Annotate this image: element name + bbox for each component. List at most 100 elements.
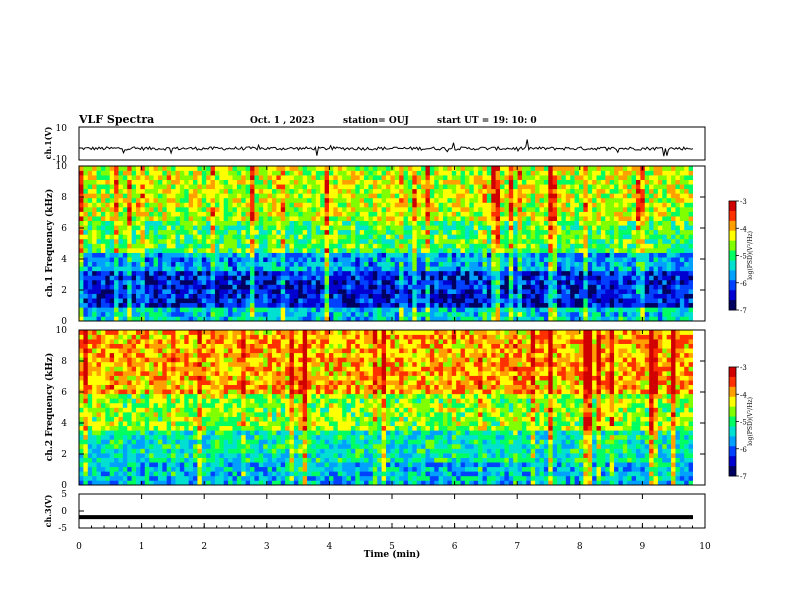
spectrogram-cell bbox=[157, 284, 163, 290]
spectrogram-cell bbox=[460, 252, 466, 258]
spectrogram-cell bbox=[285, 243, 290, 249]
spectrogram-cell bbox=[605, 193, 610, 199]
spectrogram-cell bbox=[552, 284, 558, 290]
spectrogram-cell bbox=[508, 248, 514, 253]
spectrogram-cell bbox=[482, 166, 488, 171]
spectrogram-cell bbox=[171, 175, 176, 180]
spectrogram-cell bbox=[513, 166, 518, 171]
spectrogram-cell bbox=[364, 270, 369, 276]
spectrogram-cell bbox=[508, 234, 514, 240]
spectrogram-cell bbox=[223, 197, 229, 203]
spectrogram-cell bbox=[482, 275, 488, 281]
spectrogram-cell bbox=[311, 270, 317, 276]
spectrogram-cell bbox=[578, 316, 584, 322]
spectrogram-cell bbox=[570, 166, 575, 171]
spectrogram-cell bbox=[438, 302, 444, 308]
spectrogram-cell bbox=[478, 193, 483, 199]
spectrogram-cell bbox=[381, 252, 387, 258]
spectrogram-cell bbox=[342, 248, 347, 253]
spectrogram-cell bbox=[377, 266, 382, 272]
spectrogram-cell bbox=[500, 229, 505, 235]
spectrogram-cell bbox=[614, 175, 619, 180]
spectrogram-cell bbox=[394, 220, 400, 226]
spectrogram-cell bbox=[649, 170, 654, 176]
spectrogram-cell bbox=[386, 243, 391, 249]
spectrogram-cell bbox=[276, 302, 282, 308]
spectrogram-cell bbox=[381, 289, 387, 294]
spectrogram-cell bbox=[241, 188, 246, 194]
spectrogram-cell bbox=[640, 188, 646, 194]
spectrogram-cell bbox=[443, 289, 448, 294]
spectrogram-cell bbox=[644, 184, 650, 190]
spectrogram-cell bbox=[407, 252, 413, 258]
spectrogram-cell bbox=[210, 252, 216, 258]
spectrogram-cell bbox=[197, 266, 203, 272]
spectrogram-cell bbox=[627, 480, 632, 486]
spectrogram-cell bbox=[346, 229, 352, 235]
spectrogram-cell bbox=[679, 166, 685, 171]
spectrogram-cell bbox=[232, 175, 238, 180]
spectrogram-cell bbox=[460, 270, 466, 276]
spectrogram-cell bbox=[504, 184, 510, 190]
spectrogram-cell bbox=[250, 270, 255, 276]
spectrogram-cell bbox=[122, 225, 128, 231]
spectrogram-cell bbox=[157, 475, 163, 481]
spectrogram-cell bbox=[649, 311, 654, 317]
spectrogram-cell bbox=[359, 316, 365, 322]
spectrogram-cell bbox=[206, 243, 211, 249]
spectrogram-cell bbox=[92, 261, 97, 267]
spectrogram-cell bbox=[285, 279, 290, 285]
spectrogram-cell bbox=[131, 202, 137, 208]
spectrogram-cell bbox=[552, 234, 558, 240]
spectrogram-cell bbox=[320, 243, 325, 249]
spectrogram-cell bbox=[320, 316, 325, 322]
spectrogram-cell bbox=[293, 293, 299, 299]
spectrogram-cell bbox=[214, 270, 220, 276]
spectrogram-cell bbox=[280, 480, 286, 486]
spectrogram-cell bbox=[688, 302, 694, 308]
spectrogram-cell bbox=[447, 261, 453, 267]
spectrogram-cell bbox=[206, 302, 211, 308]
spectrogram-cell bbox=[460, 298, 466, 304]
spectrogram-cell bbox=[219, 270, 225, 276]
spectrogram-cell bbox=[517, 243, 523, 249]
spectrogram-cell bbox=[87, 298, 93, 304]
spectrogram-cell bbox=[574, 279, 580, 285]
spectrogram-cell bbox=[193, 211, 198, 217]
spectrogram-cell bbox=[166, 307, 172, 313]
spectrogram-cell bbox=[162, 480, 168, 486]
spectrogram-cell bbox=[618, 266, 624, 272]
spectrogram-cell bbox=[276, 289, 282, 294]
spectrogram-cell bbox=[324, 225, 330, 231]
spectrogram-cell bbox=[122, 270, 128, 276]
spectrogram-cell bbox=[679, 170, 685, 176]
spectrogram-cell bbox=[412, 175, 417, 180]
spectrogram-cell bbox=[587, 166, 593, 171]
spectrogram-cell bbox=[438, 211, 444, 217]
spectrogram-cell bbox=[223, 193, 229, 199]
spectrogram-cell bbox=[136, 211, 141, 217]
spectrogram-cell bbox=[157, 302, 163, 308]
spectrogram-cell bbox=[114, 207, 119, 212]
spectrogram-cell bbox=[421, 193, 426, 199]
spectrogram-cell bbox=[635, 298, 641, 304]
spectrogram-cell bbox=[425, 238, 431, 244]
spectrogram-cell bbox=[368, 270, 374, 276]
spectrogram-cell bbox=[144, 193, 150, 199]
spectrogram-cell bbox=[649, 207, 654, 212]
spectrogram-cell bbox=[149, 234, 154, 240]
spectrogram-cell bbox=[416, 311, 422, 317]
spectrogram-cell bbox=[236, 261, 242, 267]
spectrogram-cell bbox=[473, 311, 479, 317]
spectrogram-cell bbox=[561, 284, 567, 290]
spectrogram-cell bbox=[166, 207, 172, 212]
spectrogram-cell bbox=[166, 197, 172, 203]
spectrogram-cell bbox=[486, 316, 492, 322]
spectrogram-cell bbox=[118, 197, 124, 203]
spectrogram-cell bbox=[443, 316, 448, 322]
spectrogram-cell bbox=[605, 188, 610, 194]
spectrogram-cell bbox=[557, 284, 562, 290]
spectrogram-cell bbox=[245, 170, 251, 176]
spectrogram-cell bbox=[328, 229, 334, 235]
spectrogram-cell bbox=[521, 184, 527, 190]
